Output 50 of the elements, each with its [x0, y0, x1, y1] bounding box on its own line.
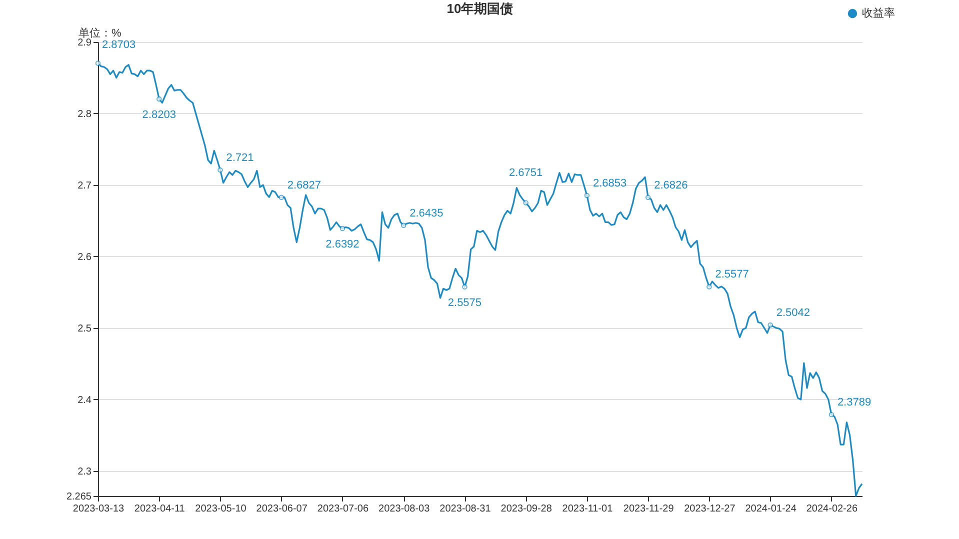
data-label: 2.5577 — [715, 268, 749, 281]
data-label: 2.6827 — [287, 179, 322, 192]
point — [706, 284, 712, 290]
y-tick-label: 2.6 — [78, 252, 92, 263]
point — [768, 322, 773, 328]
y-tick-label: 2.8 — [78, 108, 92, 120]
y-tick-label: 2.4 — [78, 394, 92, 406]
point — [523, 200, 528, 206]
y-axis-title: 单位：% — [78, 26, 122, 40]
data-label: 2.5042 — [776, 306, 810, 319]
y-tick-label: 2.7 — [78, 180, 92, 192]
point — [400, 222, 406, 228]
x-tick-label: 2023-07-06 — [317, 504, 369, 514]
x-tick-label: 2023-09-28 — [500, 504, 552, 514]
x-tick-label: 2024-02-26 — [806, 504, 858, 514]
x-tick-label: 2023-05-10 — [195, 504, 247, 514]
y-tick-label: 2.9 — [78, 38, 92, 48]
data-label: 2.6853 — [592, 178, 627, 190]
data-label: 2.6435 — [410, 207, 444, 220]
point — [95, 60, 101, 66]
x-tick-label: 2024-01-24 — [745, 504, 797, 514]
x-tick-label: 2023-12-27 — [684, 504, 736, 514]
x-tick-label: 2023-06-07 — [256, 504, 308, 514]
y-tick-label: 2.265 — [66, 492, 92, 502]
data-label: 2.6751 — [509, 166, 543, 179]
data-label: 2.6826 — [654, 179, 688, 192]
legend-label: 收益率 — [862, 6, 895, 20]
x-tick-label: 2023-11-01 — [562, 504, 614, 514]
data-label: 2.6392 — [326, 238, 360, 250]
point — [645, 194, 651, 200]
x-tick-label: 2023-11-29 — [623, 504, 674, 514]
data-label: 2.8203 — [142, 108, 176, 121]
point — [156, 96, 162, 102]
x-tick-label: 2023-03-13 — [72, 504, 125, 514]
y-tick-label: 2.5 — [78, 323, 92, 334]
point — [218, 167, 223, 173]
point — [584, 192, 590, 198]
point — [340, 226, 346, 232]
point — [278, 194, 284, 200]
data-label: 2.3789 — [837, 396, 872, 409]
x-tick-label: 2023-08-31 — [440, 504, 492, 514]
data-label: 2.5575 — [448, 296, 482, 309]
x-tick-label: 2023-04-11 — [134, 504, 186, 514]
y-tick-label: 2.3 — [78, 466, 92, 478]
chart-title: 10年期国债 — [446, 1, 514, 16]
point — [462, 284, 468, 290]
x-tick-label: 2023-08-03 — [378, 504, 430, 514]
data-label: 2.8703 — [102, 39, 136, 52]
point — [828, 412, 834, 418]
data-label: 2.721 — [226, 152, 254, 164]
